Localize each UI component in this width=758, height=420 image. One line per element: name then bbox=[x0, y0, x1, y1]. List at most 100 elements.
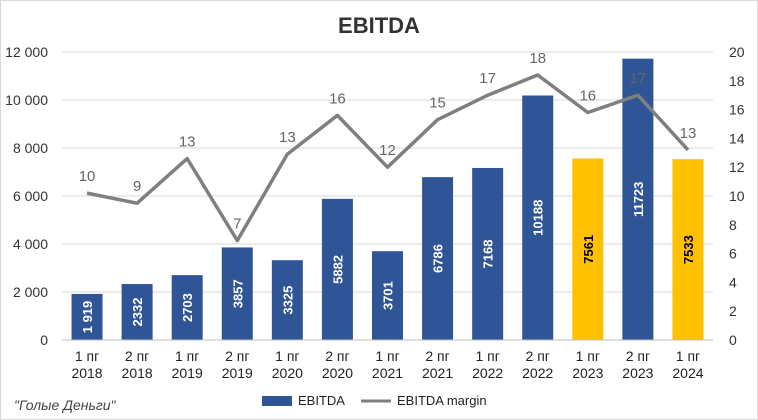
y-left-tick-label: 6 000 bbox=[13, 188, 48, 204]
x-tick-label: 1 пг 2022 bbox=[472, 348, 503, 381]
y-right-tick-label: 0 bbox=[729, 332, 737, 348]
x-tick-label-line: 2022 bbox=[522, 365, 553, 381]
x-tick-label-line: 2018 bbox=[122, 365, 153, 381]
y-left-tick-label: 10 000 bbox=[5, 92, 48, 108]
x-tick-label: 1 пг 2023 bbox=[572, 348, 603, 381]
y-left-tick-label: 4 000 bbox=[13, 236, 48, 252]
left-axis: 0 2 000 4 000 6 000 8 000 10 000 12 000 bbox=[5, 44, 48, 348]
x-tick-label-line: 2 пг bbox=[626, 348, 650, 364]
x-tick-label-line: 2 пг bbox=[325, 348, 349, 364]
bar-value-label: 3701 bbox=[381, 281, 396, 310]
x-tick-label-line: 1 пг bbox=[375, 348, 399, 364]
legend: EBITDA EBITDA margin bbox=[262, 393, 487, 408]
bar-value-label: 1 919 bbox=[80, 301, 95, 334]
x-tick-label-line: 1 пг bbox=[275, 348, 299, 364]
y-right-tick-label: 12 bbox=[729, 159, 745, 175]
bar-value-label: 10188 bbox=[531, 200, 546, 236]
x-tick-label-line: 2019 bbox=[222, 365, 253, 381]
bar bbox=[372, 251, 403, 340]
y-right-tick-label: 4 bbox=[729, 274, 737, 290]
x-tick-label: 2 пг 2021 bbox=[422, 348, 453, 381]
chart-title: EBITDA bbox=[338, 13, 420, 38]
bar-value-label: 5882 bbox=[330, 255, 345, 284]
y-right-tick-label: 10 bbox=[729, 188, 745, 204]
x-tick-label-line: 2 пг bbox=[526, 348, 550, 364]
x-tick-label-line: 2019 bbox=[172, 365, 203, 381]
y-right-tick-label: 2 bbox=[729, 303, 737, 319]
x-tick-label: 2 пг 2022 bbox=[522, 348, 553, 381]
bar-value-label: 3325 bbox=[280, 286, 295, 315]
x-tick-label-line: 2021 bbox=[422, 365, 453, 381]
bar bbox=[221, 247, 253, 340]
legend-label-margin: EBITDA margin bbox=[397, 393, 487, 408]
margin-value-label: 7 bbox=[233, 216, 241, 233]
margin-value-label: 13 bbox=[179, 134, 196, 151]
bar-value-label: 2703 bbox=[180, 293, 195, 322]
bar bbox=[522, 95, 554, 340]
y-left-tick-label: 8 000 bbox=[13, 140, 48, 156]
bar bbox=[672, 159, 704, 340]
margin-value-label: 13 bbox=[279, 129, 296, 146]
x-tick-label-line: 2021 bbox=[372, 365, 403, 381]
bar bbox=[472, 167, 504, 340]
y-right-tick-label: 14 bbox=[729, 130, 745, 146]
right-axis: 0 2 4 6 8 10 12 14 16 18 20 bbox=[729, 44, 745, 348]
bar bbox=[171, 275, 203, 340]
margin-value-label: 9 bbox=[133, 178, 141, 195]
bar-value-label: 3857 bbox=[230, 279, 245, 308]
x-tick-label-line: 2018 bbox=[71, 365, 102, 381]
x-tick-label-line: 1 пг bbox=[475, 348, 499, 364]
y-right-tick-label: 20 bbox=[729, 44, 745, 60]
bar-value-label: 7561 bbox=[581, 235, 596, 264]
margin-value-label: 10 bbox=[79, 168, 96, 185]
x-tick-label-line: 1 пг bbox=[75, 348, 99, 364]
y-right-tick-label: 16 bbox=[729, 102, 745, 118]
margin-value-label: 17 bbox=[479, 70, 496, 87]
y-left-tick-label: 0 bbox=[40, 332, 48, 348]
bar-value-label: 7168 bbox=[481, 240, 496, 269]
x-tick-label-line: 2020 bbox=[322, 365, 353, 381]
x-tick-label: 2 пг 2018 bbox=[122, 348, 153, 381]
x-tick-label-line: 1 пг bbox=[676, 348, 700, 364]
bar-value-label: 2332 bbox=[130, 298, 145, 327]
x-tick-label-line: 2 пг bbox=[125, 348, 149, 364]
x-tick-label-line: 2024 bbox=[672, 365, 703, 381]
x-tick-label: 1 пг 2020 bbox=[272, 348, 303, 381]
margin-value-label: 17 bbox=[630, 70, 647, 87]
x-tick-label: 1 пг 2018 bbox=[71, 348, 102, 381]
legend-label-ebitda: EBITDA bbox=[298, 393, 345, 408]
margin-value-label: 16 bbox=[329, 90, 346, 107]
y-right-tick-label: 6 bbox=[729, 246, 737, 262]
x-tick-label-line: 2023 bbox=[572, 365, 603, 381]
bar bbox=[572, 158, 604, 340]
x-tick-label-line: 2020 bbox=[272, 365, 303, 381]
x-tick-label-line: 1 пг bbox=[576, 348, 600, 364]
bar bbox=[422, 177, 454, 340]
y-left-tick-label: 12 000 bbox=[5, 44, 48, 60]
margin-value-label: 18 bbox=[529, 50, 546, 67]
x-tick-label: 2 пг 2023 bbox=[622, 348, 653, 381]
x-tick-label: 2 пг 2019 bbox=[222, 348, 253, 381]
bar bbox=[321, 198, 353, 340]
margin-value-label: 16 bbox=[579, 87, 596, 104]
x-tick-label-line: 2023 bbox=[622, 365, 653, 381]
y-left-tick-label: 2 000 bbox=[13, 284, 48, 300]
margin-value-label: 13 bbox=[680, 125, 697, 142]
x-tick-label-line: 2 пг bbox=[225, 348, 249, 364]
bar bbox=[71, 293, 103, 340]
margin-line: 10 9 13 7 13 16 12 15 17 18 16 17 13 bbox=[79, 50, 697, 243]
margin-series-line bbox=[86, 73, 690, 243]
watermark: "Голые Деньги" bbox=[14, 397, 117, 413]
y-right-tick-label: 8 bbox=[729, 217, 737, 233]
bar bbox=[271, 260, 303, 340]
y-right-tick-label: 18 bbox=[729, 73, 745, 89]
x-tick-label: 2 пг 2020 bbox=[322, 348, 353, 381]
legend-swatch-ebitda bbox=[262, 396, 292, 406]
bar-value-label: 7533 bbox=[681, 235, 696, 264]
margin-value-label: 15 bbox=[429, 95, 446, 112]
x-tick-label-line: 1 пг bbox=[175, 348, 199, 364]
